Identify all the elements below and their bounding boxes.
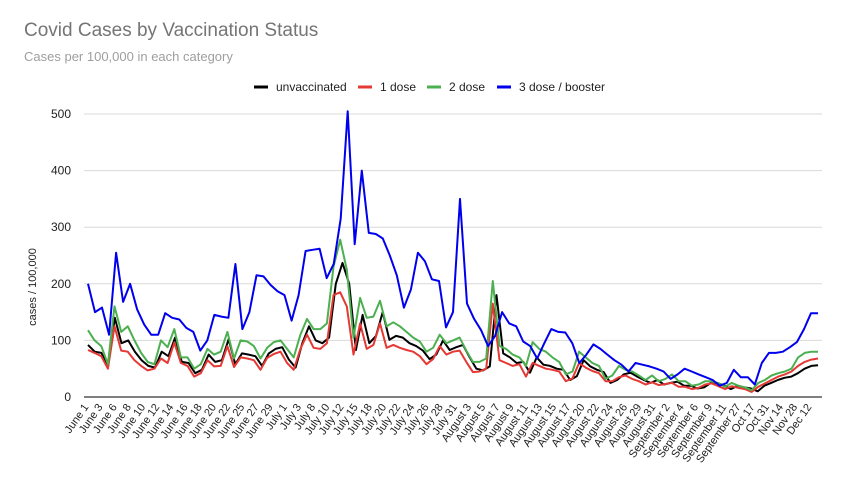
- y-axis-ticks: 0 100 200 300 400 500: [51, 107, 71, 404]
- y-axis-label: cases / 100,000: [27, 248, 39, 326]
- legend-item: unvaccinated: [254, 80, 347, 94]
- series-line-unvaccinated: [87, 261, 819, 393]
- legend-label: 2 dose: [449, 80, 485, 94]
- chart-title: Covid Cases by Vaccination Status: [24, 20, 319, 41]
- chart-subtitle: Cases per 100,000 in each category: [24, 49, 233, 64]
- legend-item: 3 dose / booster: [497, 80, 605, 94]
- series-line-1-dose: [87, 291, 819, 393]
- y-tick-label: 100: [51, 333, 71, 347]
- legend: unvaccinated 1 dose 2 dose 3 dose / booster: [254, 80, 605, 94]
- y-tick-label: 400: [51, 164, 71, 178]
- legend-label: 1 dose: [380, 80, 416, 94]
- legend-item: 1 dose: [358, 80, 416, 94]
- y-tick-label: 0: [64, 390, 71, 404]
- legend-label: unvaccinated: [276, 80, 347, 94]
- y-tick-label: 500: [51, 107, 71, 121]
- legend-label: 3 dose / booster: [519, 80, 605, 94]
- y-tick-label: 300: [51, 220, 71, 234]
- series-line-3-dose-booster: [87, 110, 818, 387]
- series-lines: [87, 110, 819, 393]
- legend-item: 2 dose: [427, 80, 485, 94]
- series-line-2-dose: [87, 238, 818, 392]
- y-tick-label: 200: [51, 277, 71, 291]
